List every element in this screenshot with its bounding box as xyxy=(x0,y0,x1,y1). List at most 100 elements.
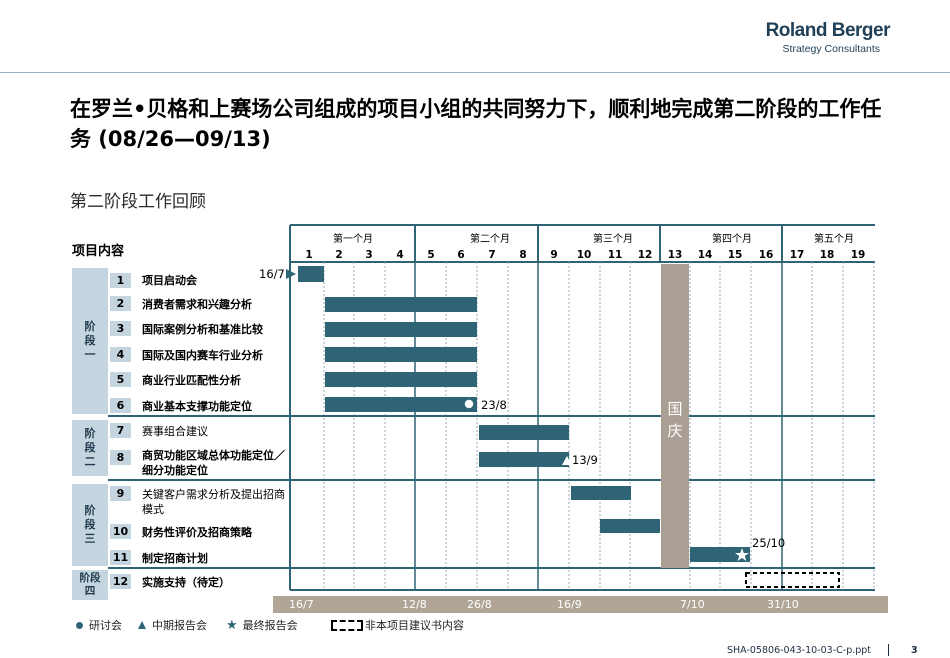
stage-2-label: 阶段二 xyxy=(84,427,96,468)
stage-4-label: 阶段四 xyxy=(79,572,101,597)
star-icon: ★ xyxy=(226,617,238,633)
footer-doc-id: SHA-05806-043-10-03-C-p.ppt xyxy=(727,645,872,656)
legend-midterm: 中期报告会 xyxy=(138,617,207,633)
week-label: 4 xyxy=(396,249,404,261)
legend-midterm-label: 中期报告会 xyxy=(152,619,207,632)
month-label-3: 第三个月 xyxy=(593,234,633,245)
task-label: 财务性评价及招商策略 xyxy=(142,526,252,539)
dot-icon xyxy=(76,621,83,629)
task-label: 项目启动会 xyxy=(142,274,197,287)
task-num: 4 xyxy=(110,347,131,362)
month-label-4: 第四个月 xyxy=(712,234,752,245)
task-bar-4 xyxy=(325,347,477,362)
task-label: 实施支持（待定） xyxy=(142,576,230,589)
kickoff-arrow-icon xyxy=(286,269,296,279)
workshop-date: 23/8 xyxy=(481,398,507,412)
midterm-date: 13/9 xyxy=(572,453,598,467)
roland-berger-logo: Roland Berger xyxy=(765,20,891,41)
final-star-icon xyxy=(735,548,749,561)
footer-divider xyxy=(888,644,889,656)
task-num: 2 xyxy=(110,296,131,311)
task-num: 3 xyxy=(110,321,131,336)
legend-workshop: 研讨会 xyxy=(76,617,122,633)
week-label: 1 xyxy=(305,249,313,261)
stage-4: 阶段四 xyxy=(72,570,108,600)
task-num: 5 xyxy=(110,372,131,387)
final-date: 25/10 xyxy=(752,536,786,550)
week-label: 19 xyxy=(850,249,866,261)
stage-3: 阶段三 xyxy=(72,484,108,566)
task-label: 商贸功能区域总体功能定位／细分功能定位 xyxy=(142,449,285,477)
task-bar-8 xyxy=(479,452,569,467)
task-num: 11 xyxy=(110,550,131,565)
band-date: 16/9 xyxy=(557,598,582,611)
band-date: 7/10 xyxy=(680,598,705,611)
kickoff-date: 16/7 xyxy=(259,267,285,281)
week-label: 7 xyxy=(488,249,496,261)
task-bar-7 xyxy=(479,425,569,440)
week-label: 9 xyxy=(550,249,558,261)
task-label: 消费者需求和兴趣分析 xyxy=(142,298,252,311)
legend-outside-label: 非本项目建议书内容 xyxy=(365,619,464,632)
week-label: 5 xyxy=(427,249,435,261)
task-num: 7 xyxy=(110,423,131,438)
task-bar-1 xyxy=(298,266,324,282)
triangle-icon xyxy=(138,621,146,629)
stage-1: 阶段一 xyxy=(72,268,108,414)
task-bar-2 xyxy=(325,297,477,312)
task-label: 国际及国内赛车行业分析 xyxy=(142,349,263,362)
band-date: 31/10 xyxy=(767,598,799,611)
week-label: 18 xyxy=(819,249,835,261)
band-date: 16/7 xyxy=(289,598,314,611)
week-label: 8 xyxy=(519,249,527,261)
task-label: 制定招商计划 xyxy=(142,552,208,565)
stage-3-label: 阶段三 xyxy=(84,504,96,545)
outside-scope-box xyxy=(745,572,840,588)
task-num: 10 xyxy=(110,524,131,539)
task-bar-3 xyxy=(325,322,477,337)
task-num: 6 xyxy=(110,398,131,413)
week-label: 15 xyxy=(727,249,743,261)
legend-final: ★ 最终报告会 xyxy=(226,617,298,633)
week-label: 17 xyxy=(789,249,805,261)
month-label-1: 第一个月 xyxy=(333,234,373,245)
stage-2: 阶段二 xyxy=(72,420,108,476)
task-label: 赛事组合建议 xyxy=(142,425,208,438)
task-bar-10 xyxy=(600,519,660,533)
holiday-column xyxy=(661,264,689,568)
page-subtitle: 第二阶段工作回顾 xyxy=(70,192,206,212)
week-label: 10 xyxy=(576,249,592,261)
legend-final-label: 最终报告会 xyxy=(242,619,298,632)
row-header: 项目内容 xyxy=(72,244,125,259)
band-date: 26/8 xyxy=(467,598,492,611)
week-label: 13 xyxy=(667,249,683,261)
week-label: 14 xyxy=(697,249,713,261)
week-label: 12 xyxy=(637,249,653,261)
dashed-box-icon xyxy=(331,619,363,631)
task-label: 国际案例分析和基准比较 xyxy=(142,323,263,336)
task-bar-11 xyxy=(690,547,750,562)
task-label: 商业基本支撑功能定位 xyxy=(142,400,252,413)
stage-1-label: 阶段一 xyxy=(84,320,96,361)
task-bar-6 xyxy=(325,397,477,412)
task-num: 12 xyxy=(110,574,131,589)
week-label: 16 xyxy=(758,249,774,261)
week-lines xyxy=(323,262,875,590)
week-label: 2 xyxy=(335,249,343,261)
task-num: 1 xyxy=(110,273,131,288)
task-label: 关键客户需求分析及提出招商模式 xyxy=(142,488,285,516)
week-label: 3 xyxy=(365,249,373,261)
task-label: 商业行业匹配性分析 xyxy=(142,374,241,387)
workshop-circle-icon xyxy=(463,398,475,410)
logo-tagline: Strategy Consultants xyxy=(782,43,880,55)
page-title: 在罗兰•贝格和上赛场公司组成的项目小组的共同努力下，顺利地完成第二阶段的工作任务… xyxy=(70,97,882,151)
month-label-2: 第二个月 xyxy=(470,234,510,245)
header-divider xyxy=(0,72,950,73)
week-label: 6 xyxy=(457,249,465,261)
midterm-triangle-icon xyxy=(562,456,572,465)
task-bar-9 xyxy=(571,486,631,500)
task-bar-5 xyxy=(325,372,477,387)
task-num: 9 xyxy=(110,486,131,501)
